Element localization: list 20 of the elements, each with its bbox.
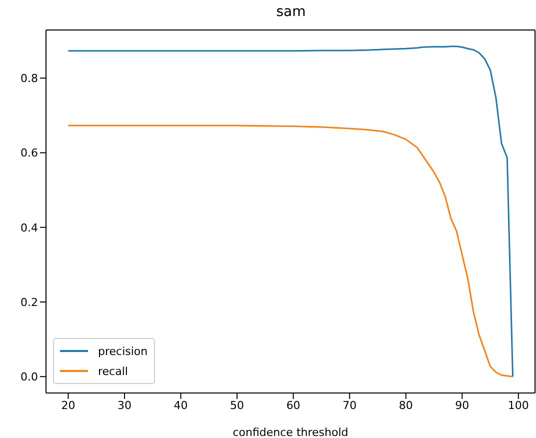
y-tick-label: 0.0 [20, 370, 38, 384]
x-tick-label: 100 [508, 398, 529, 412]
y-tick-label: 0.2 [20, 296, 38, 309]
y-tick-label: 0.8 [20, 72, 38, 86]
line-series [67, 46, 514, 378]
chart-title: sam [275, 4, 307, 20]
line-series [67, 124, 514, 378]
x-tick-label: 60 [286, 398, 300, 412]
x-axis-title: confidence threshold [232, 426, 348, 438]
x-tick-label: 50 [230, 398, 244, 412]
y-tick-label: 0.6 [20, 146, 38, 160]
x-tick-label: 40 [174, 398, 188, 412]
x-tick-label: 70 [342, 398, 357, 412]
x-tick-label: 20 [61, 398, 76, 412]
legend-label: precision [98, 344, 148, 358]
x-tick-label: 80 [398, 398, 413, 412]
y-tick-label: 0.4 [20, 221, 38, 234]
legend-label: recall [98, 364, 128, 378]
x-tick-label: 30 [118, 398, 132, 412]
x-tick-label: 90 [455, 398, 470, 412]
